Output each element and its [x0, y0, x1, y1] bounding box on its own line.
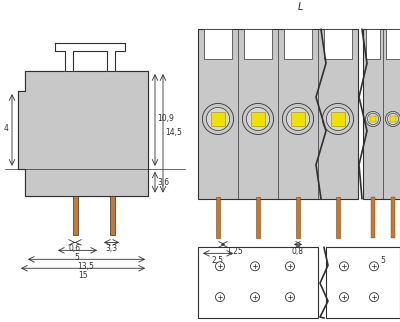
Polygon shape — [18, 71, 148, 195]
Circle shape — [322, 103, 354, 135]
Bar — [198, 29, 358, 199]
Text: 13,5: 13,5 — [78, 262, 94, 271]
Circle shape — [206, 108, 230, 130]
Bar — [324, 29, 352, 59]
Text: L: L — [298, 3, 303, 13]
Text: 0,6: 0,6 — [69, 244, 81, 253]
Text: 3,3: 3,3 — [105, 244, 117, 253]
Bar — [336, 197, 340, 238]
Bar — [391, 197, 395, 238]
Text: 1,25: 1,25 — [227, 247, 243, 256]
Circle shape — [370, 293, 378, 302]
Polygon shape — [55, 43, 125, 71]
Circle shape — [242, 103, 274, 135]
Circle shape — [216, 262, 224, 271]
Bar — [251, 112, 265, 126]
Bar — [331, 112, 345, 126]
Bar — [198, 247, 318, 318]
Circle shape — [246, 108, 270, 130]
Bar — [366, 29, 380, 59]
Circle shape — [250, 293, 260, 302]
Bar — [390, 116, 396, 122]
Text: 3,6: 3,6 — [157, 178, 169, 187]
Text: 0,8: 0,8 — [292, 247, 304, 256]
Bar — [363, 29, 400, 199]
Bar — [284, 29, 312, 59]
Bar — [326, 247, 400, 318]
Text: 14,5: 14,5 — [165, 128, 182, 137]
Bar — [211, 112, 225, 126]
Circle shape — [340, 293, 348, 302]
Circle shape — [216, 293, 224, 302]
Circle shape — [370, 262, 378, 271]
Circle shape — [286, 262, 294, 271]
Circle shape — [250, 262, 260, 271]
Circle shape — [367, 113, 379, 125]
Bar — [370, 116, 376, 122]
Text: 5: 5 — [380, 256, 386, 265]
Bar — [110, 195, 114, 235]
Circle shape — [366, 111, 381, 127]
Circle shape — [387, 113, 398, 125]
Bar — [72, 195, 78, 235]
Text: 15: 15 — [78, 271, 88, 280]
Bar — [371, 197, 375, 238]
Circle shape — [385, 111, 400, 127]
Bar — [386, 29, 400, 59]
Text: 10,9: 10,9 — [157, 114, 174, 123]
Circle shape — [286, 293, 294, 302]
Circle shape — [286, 108, 310, 130]
Bar — [256, 197, 260, 238]
Bar — [296, 197, 300, 238]
Bar — [204, 29, 232, 59]
Circle shape — [282, 103, 314, 135]
Bar — [244, 29, 272, 59]
Circle shape — [202, 103, 234, 135]
Bar — [291, 112, 305, 126]
Text: 2,5: 2,5 — [212, 256, 224, 265]
Text: 4: 4 — [4, 124, 9, 133]
Text: 5: 5 — [74, 253, 80, 262]
Circle shape — [340, 262, 348, 271]
Bar — [216, 197, 220, 238]
Circle shape — [326, 108, 350, 130]
